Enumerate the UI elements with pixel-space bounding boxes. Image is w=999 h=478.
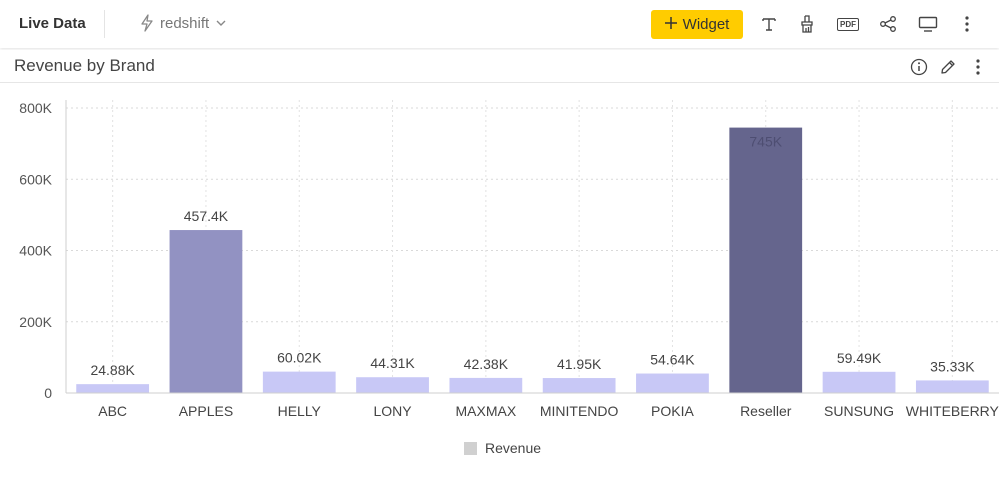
bar-sunsung[interactable] [822,371,896,393]
widget-header: Revenue by Brand [0,50,999,83]
share-icon[interactable] [876,12,900,36]
bar-reseller[interactable] [729,127,803,393]
x-tick-label: Reseller [740,403,792,419]
x-tick-label: ABC [98,403,127,419]
x-tick-label: APPLES [179,403,233,419]
widget-title: Revenue by Brand [14,56,155,75]
x-tick-label: POKIA [651,403,694,419]
header-divider [104,10,105,38]
bar-pokia[interactable] [636,373,709,393]
bar-whiteberry[interactable] [915,380,989,393]
monitor-icon[interactable] [916,12,940,36]
add-widget-label: Widget [682,16,730,33]
bar-value-label: 24.88K [90,362,135,378]
top-bar: Live Data redshift Widget PDF [0,0,999,48]
pdf-label: PDF [837,17,859,31]
bar-minitendo[interactable] [542,378,616,393]
bar-maxmax[interactable] [449,377,523,393]
add-widget-button[interactable]: Widget [651,10,743,39]
lightning-icon [140,14,154,32]
x-tick-label: MAXMAX [456,403,517,419]
x-tick-label: MINITENDO [540,403,619,419]
more-vertical-icon[interactable] [955,12,979,36]
y-tick-label: 600K [19,171,52,187]
bar-abc[interactable] [76,384,150,393]
info-icon[interactable] [908,56,930,78]
y-tick-label: 200K [19,314,52,330]
bar-value-label: 745K [749,134,782,150]
legend-label: Revenue [485,440,542,456]
bar-helly[interactable] [262,371,336,393]
chevron-down-icon [215,19,227,27]
bar-value-label: 35.33K [930,358,975,374]
revenue-bar-chart: 0 200K 400K 600K 800K 24.88K ABC 457.4K APPLES 60… [19,100,999,419]
app-title: Live Data [19,15,86,32]
plus-icon [664,16,677,33]
bar-value-label: 41.95K [557,356,602,372]
chart-legend[interactable]: Revenue [464,440,541,456]
x-tick-label: LONY [373,403,412,419]
y-tick-label: 0 [44,385,52,401]
widget-more-icon[interactable] [967,56,989,78]
pencil-icon[interactable] [937,56,959,78]
x-tick-label: HELLY [278,403,322,419]
bar-value-label: 457.4K [184,208,229,224]
brush-icon[interactable] [795,12,819,36]
bar-value-label: 54.64K [650,352,695,368]
y-tick-label: 800K [19,100,52,116]
data-source-selector[interactable]: redshift [140,14,227,32]
x-tick-label: WHITEBERRY [906,403,999,419]
text-icon[interactable] [757,12,781,36]
bar-value-label: 59.49K [837,350,882,366]
bar-value-label: 42.38K [464,356,509,372]
pdf-icon[interactable]: PDF [835,12,861,36]
bar-value-label: 60.02K [277,350,322,366]
data-source-label: redshift [160,14,210,32]
x-tick-label: SUNSUNG [824,403,894,419]
bar-lony[interactable] [356,377,429,393]
legend-swatch [464,441,477,455]
y-tick-label: 400K [19,243,52,259]
bar-apples[interactable] [169,230,243,393]
bar-value-label: 44.31K [370,355,415,371]
